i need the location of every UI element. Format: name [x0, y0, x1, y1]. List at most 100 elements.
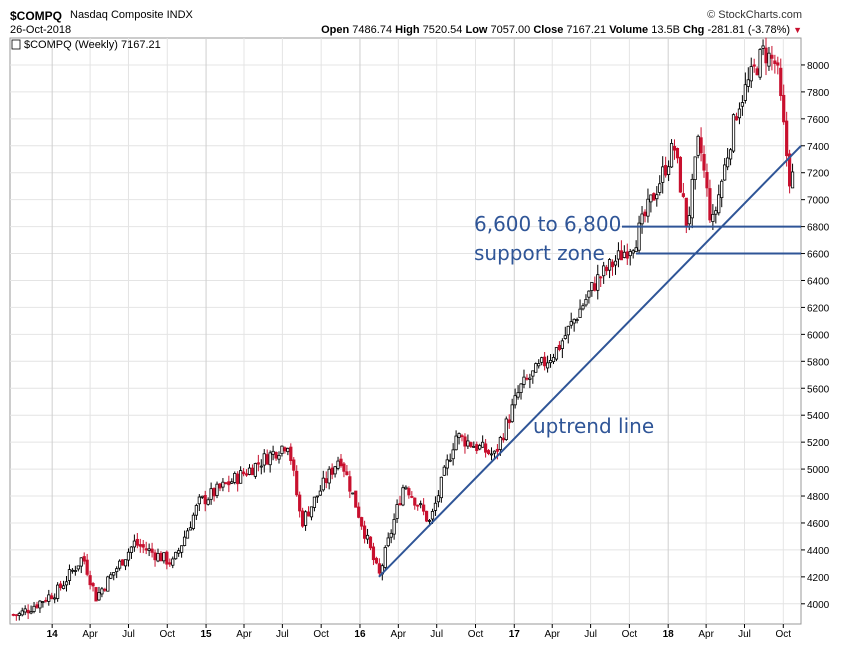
candle-body: [661, 166, 665, 183]
candle-body: [103, 588, 107, 591]
x-tick-label: Apr: [544, 629, 560, 640]
candle-body: [354, 490, 358, 508]
candle-body: [581, 305, 585, 310]
high-label: High: [395, 24, 420, 36]
candle-body: [88, 575, 92, 586]
candle-body: [631, 250, 635, 254]
candle-body: [752, 64, 756, 67]
open-label: Open: [321, 24, 350, 36]
candle-body: [463, 436, 467, 447]
candle-body: [360, 517, 364, 527]
candle-body: [182, 536, 187, 546]
annotation-lines: [378, 145, 802, 578]
candle-body: [658, 183, 662, 193]
candle-body: [790, 171, 795, 189]
candle-body: [371, 546, 376, 561]
candle-body: [312, 496, 317, 508]
candle-body: [519, 383, 523, 393]
candle-body: [330, 467, 334, 475]
candle-body: [23, 608, 27, 613]
candle-body: [32, 605, 36, 612]
candle-body: [761, 45, 765, 49]
y-tick-label: 7000: [807, 196, 830, 207]
y-tick-label: 8000: [807, 61, 830, 72]
candle-body: [723, 164, 727, 181]
candle-body: [702, 154, 706, 171]
candle-body: [377, 563, 381, 574]
candle-body: [655, 194, 659, 200]
candle-body: [442, 466, 446, 476]
candle-body: [256, 462, 260, 465]
candle-body: [711, 213, 715, 222]
candle-body: [324, 478, 328, 484]
candle-body: [785, 120, 789, 157]
brand-label[interactable]: © StockCharts.com: [707, 9, 802, 21]
candle-body: [271, 450, 275, 455]
candle-body: [551, 356, 556, 363]
candle-body: [67, 569, 72, 581]
candle-body: [596, 274, 600, 291]
x-tick-label: Apr: [82, 629, 98, 640]
candle-body: [410, 496, 414, 498]
candle-body: [436, 495, 440, 503]
candle-body: [44, 599, 48, 602]
candle-body: [678, 156, 683, 193]
y-tick-label: 4600: [807, 519, 830, 530]
y-tick-label: 7600: [807, 115, 830, 126]
candle-body: [241, 471, 246, 475]
candle-body: [286, 448, 290, 453]
candle-body: [746, 79, 750, 87]
candle-body: [489, 453, 494, 456]
candle-body: [773, 60, 777, 64]
x-tick-label: Jul: [430, 629, 443, 640]
chart-header-top: $COMPQ Nasdaq Composite INDX © StockChar…: [0, 9, 846, 23]
candle-body: [262, 453, 266, 466]
candle-body: [540, 357, 544, 363]
candle-body: [17, 613, 21, 616]
y-tick-label: 5800: [807, 357, 830, 368]
candle-body: [50, 595, 54, 600]
x-tick-label: Jul: [276, 629, 289, 640]
candle-body: [607, 259, 612, 271]
candle-body: [640, 213, 644, 225]
candle-body: [123, 559, 128, 567]
candle-body: [545, 362, 550, 369]
candle-body: [321, 477, 325, 491]
candle-body: [318, 490, 322, 496]
x-tick-label: Apr: [236, 629, 252, 640]
y-tick-label: 7400: [807, 142, 830, 153]
candle-body: [171, 558, 175, 566]
candle-body: [788, 153, 792, 187]
candle-body: [643, 211, 647, 217]
candle-body: [578, 308, 582, 318]
candle-body: [29, 611, 33, 614]
support-zone-label-2: support zone: [474, 241, 605, 265]
candle-body: [755, 68, 759, 76]
legend: $COMPQ (Weekly) 7167.21: [11, 39, 161, 51]
x-axis: 14 Apr Jul Oct 15 Apr Jul Oct 16 Apr Jul Oct 17 Apr Ju…: [47, 624, 792, 640]
candle-body: [696, 135, 700, 156]
candle-body: [484, 443, 488, 453]
candle-body: [469, 442, 473, 447]
candle-body: [510, 404, 514, 423]
down-arrow-icon: ▼: [793, 25, 802, 35]
candle-body: [472, 446, 476, 448]
candle-body: [41, 601, 45, 603]
candle-body: [194, 505, 198, 516]
candle-body: [424, 510, 429, 522]
y-tick-label: 5400: [807, 411, 830, 422]
x-tick-label: Oct: [776, 629, 792, 640]
candle-body: [230, 481, 234, 484]
x-tick-label: 15: [201, 629, 213, 640]
uptrend-line: [378, 145, 802, 578]
high-value: 7520.54: [422, 24, 463, 36]
candle-body: [672, 145, 677, 151]
candle-body: [79, 557, 83, 567]
candle-body: [259, 465, 263, 468]
candle-body: [292, 459, 296, 471]
candle-body: [717, 194, 721, 214]
candle-body: [389, 532, 393, 538]
candle-body: [200, 495, 204, 498]
candle-body: [348, 476, 352, 492]
x-tick-label: 14: [47, 629, 59, 640]
